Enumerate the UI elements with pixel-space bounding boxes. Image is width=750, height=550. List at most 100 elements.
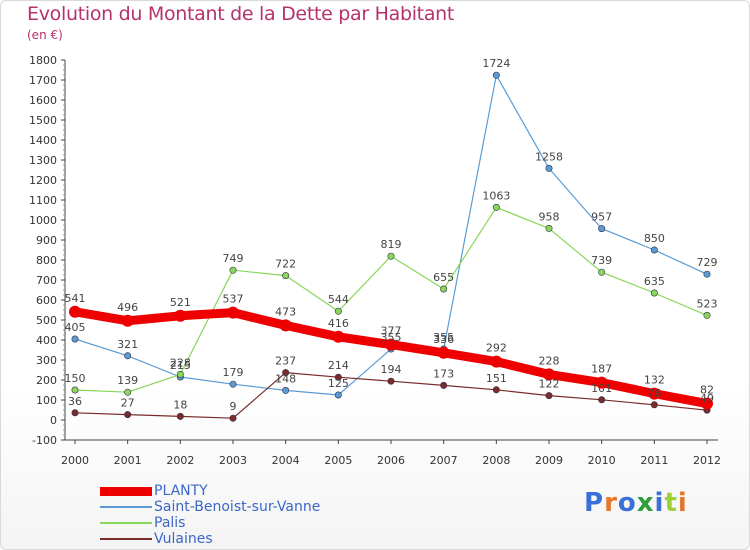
y-tick-label: 1800 [29,54,57,67]
data-label-saint-benoist-sur-vanne: 215 [170,359,191,372]
data-label-palis: 150 [65,372,86,385]
data-label-planty: 496 [117,301,138,314]
data-point-vulaines [124,411,132,419]
data-point-palis [492,203,500,211]
y-tick-label: 800 [36,254,57,267]
logo-letter: P [584,488,605,518]
data-point-saint-benoist-sur-vanne [124,352,132,360]
data-point-palis [440,285,448,293]
data-label-planty: 292 [486,342,507,355]
data-label-vulaines: 122 [539,378,560,391]
x-tick-label: 2001 [114,454,142,467]
y-tick-label: 1600 [29,94,57,107]
data-point-palis [282,272,290,280]
y-tick-label: 1700 [29,74,57,87]
data-label-saint-benoist-sur-vanne: 355 [381,331,402,344]
data-label-vulaines: 194 [381,363,402,376]
data-point-palis [545,224,553,232]
data-label-planty: 473 [275,305,296,318]
x-tick-label: 2000 [61,454,89,467]
data-point-planty [701,397,713,410]
data-point-planty [69,305,81,318]
data-label-saint-benoist-sur-vanne: 321 [117,338,138,351]
data-label-palis: 228 [170,356,191,369]
data-label-saint-benoist-sur-vanne: 179 [223,366,244,379]
data-point-palis [703,311,711,319]
chart-title: Evolution du Montant de la Dette par Hab… [27,3,455,25]
y-tick-label: 100 [36,394,57,407]
y-tick-label: 400 [36,334,57,347]
data-point-vulaines [282,369,290,377]
data-label-vulaines: 214 [328,359,349,372]
data-label-vulaines: 27 [121,397,135,410]
data-point-palis [387,252,395,260]
data-point-saint-benoist-sur-vanne [650,246,658,254]
data-point-vulaines [71,409,79,417]
legend-label: Saint-Benoist-sur-Vanne [154,499,321,515]
x-tick-label: 2004 [272,454,300,467]
data-point-palis [650,289,658,297]
y-tick-label: 500 [36,314,57,327]
logo-letter: t [664,488,678,518]
legend-label: PLANTY [154,483,208,499]
data-label-saint-benoist-sur-vanne: 957 [591,211,612,224]
data-point-palis [598,268,606,276]
data-point-saint-benoist-sur-vanne [598,225,606,233]
data-point-saint-benoist-sur-vanne [71,335,79,343]
logo-letter: x [636,488,655,518]
logo-letter: r [604,488,618,518]
x-tick-label: 2011 [640,454,668,467]
data-label-palis: 544 [328,293,349,306]
data-label-planty: 521 [170,296,191,309]
proxiti-logo: Proxiti [584,488,688,518]
data-point-vulaines [492,386,500,394]
data-point-vulaines [334,373,342,381]
y-tick-label: 1200 [29,174,57,187]
data-point-planty [437,346,450,359]
data-label-palis: 749 [223,252,244,265]
legend-swatch [100,506,152,508]
data-point-planty [279,319,292,332]
x-tick-label: 2002 [166,454,194,467]
data-point-planty [595,376,608,389]
data-point-palis [334,307,342,315]
data-label-saint-benoist-sur-vanne: 729 [697,256,718,269]
data-label-vulaines: 76 [647,387,661,400]
data-label-saint-benoist-sur-vanne: 850 [644,232,665,245]
data-label-palis: 1063 [482,189,510,202]
logo-letter: i [677,488,688,518]
data-point-vulaines [229,414,237,422]
y-tick-label: 700 [36,274,57,287]
data-point-saint-benoist-sur-vanne [282,386,290,394]
legend-swatch [100,538,152,540]
data-label-planty: 541 [65,292,86,305]
data-label-vulaines: 9 [230,400,237,413]
legend-swatch [100,486,152,496]
data-point-planty [332,330,345,343]
data-label-saint-benoist-sur-vanne: 1724 [482,57,510,70]
data-point-palis [124,388,132,396]
data-point-saint-benoist-sur-vanne [229,380,237,388]
data-label-vulaines: 18 [173,398,187,411]
data-label-planty: 336 [433,333,454,346]
data-label-vulaines: 237 [275,355,296,368]
data-label-saint-benoist-sur-vanne: 405 [65,321,86,334]
data-label-vulaines: 101 [591,382,612,395]
data-point-vulaines [598,396,606,404]
y-tick-label: 600 [36,294,57,307]
x-tick-label: 2008 [482,454,510,467]
data-point-vulaines [650,401,658,409]
line-chart: -100 0 100 200 300 400 500 600 700 800 900 1000 1100… [29,54,721,467]
y-tick-label: 1400 [29,134,57,147]
data-label-planty: 132 [644,374,665,387]
y-tick-label: 1100 [29,194,57,207]
x-tick-label: 2005 [324,454,352,467]
y-tick-label: 200 [36,374,57,387]
data-label-palis: 739 [591,254,612,267]
data-point-saint-benoist-sur-vanne [703,270,711,278]
logo-letter: i [654,488,665,518]
data-point-planty [385,338,397,351]
data-label-planty: 537 [223,293,244,306]
legend-label: Palis [154,515,186,531]
data-point-planty [648,387,661,400]
